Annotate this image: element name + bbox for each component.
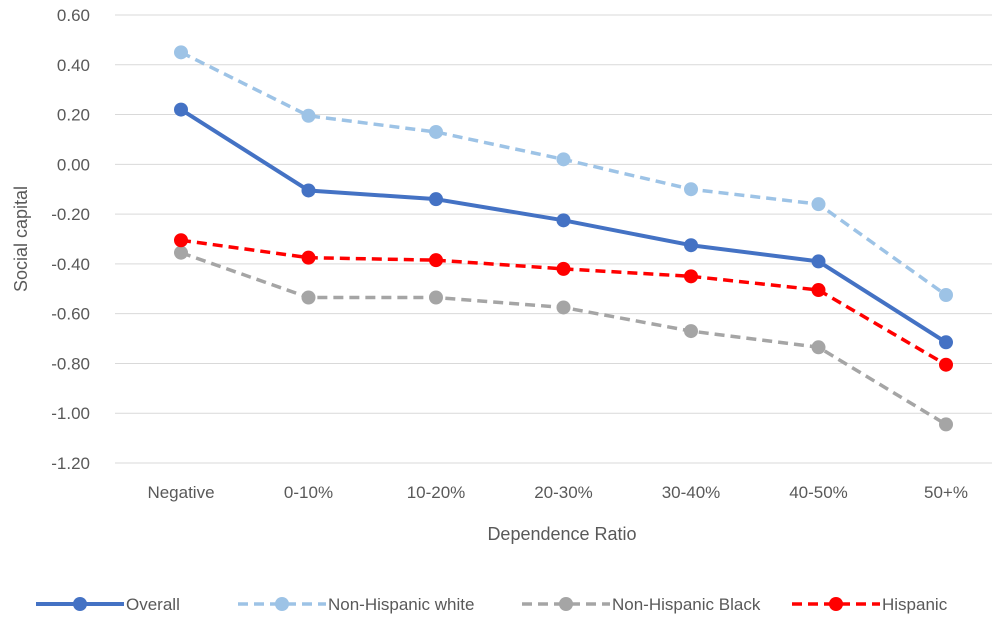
- legend: Overall Non-Hispanic white Non-Hispanic Bl…: [36, 595, 948, 614]
- y-tick-label: -0.20: [51, 205, 90, 224]
- data-point: [301, 183, 316, 198]
- y-tick-label: -1.00: [51, 404, 90, 423]
- data-point: [301, 108, 316, 123]
- legend-swatch-marker: [559, 597, 573, 611]
- y-tick-label: -1.20: [51, 454, 90, 473]
- data-point: [939, 417, 953, 432]
- y-tick-label: -0.40: [51, 255, 90, 274]
- series-lines: [174, 45, 953, 432]
- data-point: [174, 245, 188, 260]
- legend-label: Overall: [126, 595, 180, 614]
- data-point: [939, 335, 953, 350]
- data-point: [939, 357, 953, 372]
- y-tick-label: -0.60: [51, 305, 90, 324]
- series-line: [180, 50, 948, 297]
- legend-item: Overall: [36, 595, 180, 614]
- legend-swatch-marker: [73, 597, 87, 611]
- data-point: [429, 253, 443, 268]
- x-tick-label: 10-20%: [407, 483, 466, 502]
- data-point: [556, 261, 571, 276]
- series-line: [180, 251, 947, 426]
- y-tick-label: 0.20: [57, 106, 90, 125]
- legend-swatch-marker: [275, 597, 289, 611]
- data-point: [811, 340, 826, 355]
- legend-item: Non-Hispanic white: [238, 595, 474, 614]
- legend-label: Hispanic: [882, 595, 948, 614]
- data-point: [174, 102, 188, 117]
- data-point: [429, 192, 443, 207]
- y-axis-ticks: 0.60 0.40 0.20 0.00 -0.20 -0.40 -0.60 -0.80 -1.0…: [51, 6, 90, 473]
- gridlines: [115, 14, 992, 464]
- data-point: [684, 324, 698, 339]
- y-tick-label: 0.00: [57, 155, 90, 174]
- x-tick-label: 50+%: [924, 483, 968, 502]
- data-point: [556, 300, 571, 315]
- data-point: [301, 250, 316, 265]
- y-axis-title: Social capital: [11, 186, 31, 292]
- legend-label: Non-Hispanic white: [328, 595, 474, 614]
- data-point: [939, 288, 953, 302]
- data-point: [556, 152, 571, 167]
- data-point: [301, 290, 316, 305]
- series-non-hispanic-white: [174, 45, 953, 302]
- legend-item: Hispanic: [792, 595, 948, 614]
- x-tick-label: Negative: [147, 483, 214, 502]
- data-point: [684, 269, 698, 284]
- data-point: [174, 233, 188, 248]
- y-tick-label: -0.80: [51, 354, 90, 373]
- series-overall: [174, 102, 953, 350]
- data-point: [429, 124, 443, 139]
- legend-item: Non-Hispanic Black: [522, 595, 761, 614]
- x-tick-label: 40-50%: [789, 483, 848, 502]
- x-tick-label: 30-40%: [662, 483, 721, 502]
- series-non-hispanic-black: [174, 245, 953, 432]
- series-hispanic: [174, 233, 953, 372]
- data-point: [174, 45, 188, 60]
- x-tick-label: 0-10%: [284, 483, 333, 502]
- data-point: [811, 283, 826, 298]
- y-tick-label: 0.40: [57, 56, 90, 75]
- data-point: [429, 290, 443, 305]
- x-axis-ticks: Negative 0-10% 10-20% 20-30% 30-40% 40-50% 50+…: [147, 483, 968, 502]
- x-tick-label: 20-30%: [534, 483, 593, 502]
- y-tick-label: 0.60: [57, 6, 90, 25]
- data-point: [811, 254, 826, 269]
- data-point: [556, 213, 571, 228]
- legend-label: Non-Hispanic Black: [612, 595, 761, 614]
- x-axis-title: Dependence Ratio: [487, 524, 636, 544]
- data-point: [684, 238, 698, 253]
- legend-swatch-marker: [829, 597, 843, 611]
- data-point: [684, 182, 698, 197]
- data-point: [811, 197, 826, 212]
